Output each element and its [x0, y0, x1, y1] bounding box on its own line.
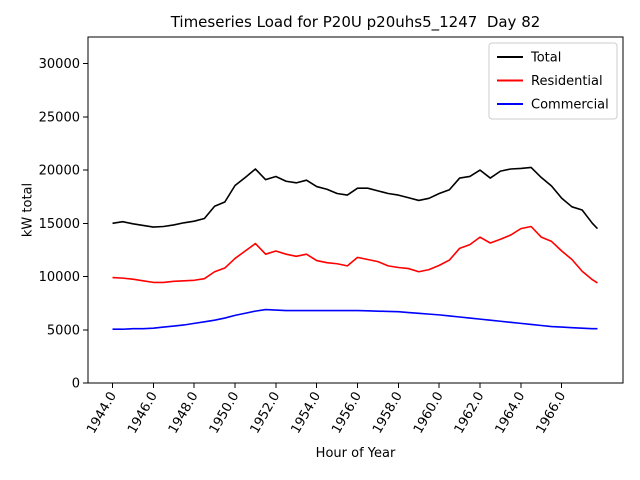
x-tick-label: 1966.0	[533, 390, 569, 437]
total-line	[112, 166, 599, 230]
legend-label-total: Total	[530, 51, 561, 66]
x-tick-label: 1960.0	[411, 390, 447, 437]
x-tick-label: 1952.0	[248, 390, 284, 437]
legend-label-residential: Residential	[531, 74, 603, 89]
y-tick-label: 25000	[39, 110, 80, 125]
legend-label-commercial: Commercial	[531, 98, 609, 113]
chart-title: Timeseries Load for P20U p20uhs5_1247 Da…	[170, 13, 541, 31]
x-tick-label: 1958.0	[370, 390, 406, 437]
y-axis-label: kW total	[20, 182, 36, 238]
x-tick-label: 1956.0	[329, 390, 365, 437]
residential-line	[112, 225, 598, 284]
y-tick-label: 0	[72, 377, 80, 392]
x-tick-label: 1962.0	[452, 390, 488, 437]
y-tick-label: 30000	[39, 57, 80, 72]
x-axis-label: Hour of Year	[315, 446, 396, 461]
x-tick-label: 1946.0	[125, 390, 161, 437]
x-tick-label: 1964.0	[493, 390, 529, 437]
x-tick-label: 1954.0	[288, 390, 324, 437]
x-tick-label: 1950.0	[207, 390, 243, 437]
y-tick-label: 15000	[39, 217, 80, 232]
y-tick-label: 20000	[39, 164, 80, 179]
y-tick-label: 5000	[47, 323, 80, 338]
legend-box	[488, 42, 618, 120]
y-tick-label: 10000	[39, 270, 80, 285]
commercial-line	[112, 308, 598, 331]
axes-frame	[87, 36, 624, 384]
x-tick-label: 1944.0	[84, 390, 120, 437]
x-tick-label: 1948.0	[166, 390, 202, 437]
